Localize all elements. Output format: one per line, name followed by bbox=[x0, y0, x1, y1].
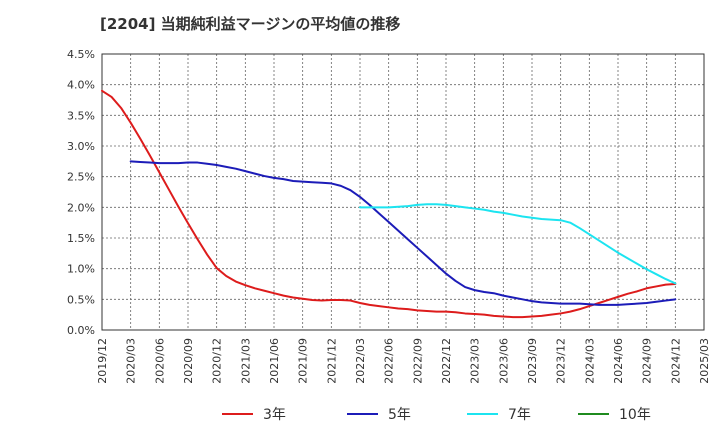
y-tick-label: 4.5% bbox=[67, 48, 95, 61]
legend-label: 7年 bbox=[508, 407, 531, 423]
x-tick-label: 2025/03 bbox=[698, 338, 711, 384]
x-tick-label: 2022/06 bbox=[383, 338, 396, 384]
y-tick-label: 2.5% bbox=[67, 171, 95, 184]
series-line bbox=[359, 203, 677, 285]
chart-title: [2204] 当期純利益マージンの平均値の推移 bbox=[100, 15, 401, 33]
x-tick-label: 2020/06 bbox=[153, 338, 166, 384]
x-tick-label: 2024/06 bbox=[612, 338, 625, 384]
grid-layer bbox=[102, 53, 704, 330]
legend-label: 10年 bbox=[619, 407, 651, 423]
legend-label: 3年 bbox=[263, 407, 286, 423]
x-tick-label: 2024/12 bbox=[669, 338, 682, 384]
series-layer bbox=[101, 89, 677, 319]
x-tick-label: 2020/12 bbox=[211, 338, 224, 384]
x-tick-label: 2019/12 bbox=[96, 338, 109, 384]
series-line bbox=[129, 160, 677, 306]
y-tick-label: 0.0% bbox=[67, 324, 95, 337]
y-tick-label: 0.5% bbox=[67, 293, 95, 306]
x-tick-label: 2021/12 bbox=[325, 338, 338, 384]
x-tick-label: 2020/09 bbox=[182, 338, 195, 384]
x-tick-label: 2022/03 bbox=[354, 338, 367, 384]
x-tick-label: 2022/12 bbox=[440, 338, 453, 384]
x-tick-label: 2023/09 bbox=[526, 338, 539, 384]
y-tick-label: 1.0% bbox=[67, 263, 95, 276]
x-tick-label: 2021/06 bbox=[268, 338, 281, 384]
series-line bbox=[101, 89, 677, 319]
x-tick-label: 2022/09 bbox=[411, 338, 424, 384]
axis-layer: 0.0% 0.5% 1.0% 1.5% 2.0% 2.5% 3.0% 3.5% 4.0% 4.5%… bbox=[67, 48, 711, 384]
x-tick-label: 2020/03 bbox=[125, 338, 138, 384]
y-tick-label: 3.5% bbox=[67, 109, 95, 122]
y-tick-label: 3.0% bbox=[67, 140, 95, 153]
x-tick-label: 2024/09 bbox=[641, 338, 654, 384]
x-tick-label: 2021/03 bbox=[239, 338, 252, 384]
x-tick-label: 2023/12 bbox=[555, 338, 568, 384]
x-tick-label: 2023/03 bbox=[469, 338, 482, 384]
y-tick-label: 2.0% bbox=[67, 201, 95, 214]
x-tick-label: 2023/06 bbox=[497, 338, 510, 384]
x-tick-label: 2021/09 bbox=[297, 338, 310, 384]
y-tick-label: 4.0% bbox=[67, 79, 95, 92]
legend-label: 5年 bbox=[388, 407, 411, 423]
plot-frame bbox=[101, 53, 705, 331]
x-tick-label: 2024/03 bbox=[583, 338, 596, 384]
y-tick-label: 1.5% bbox=[67, 232, 95, 245]
legend: 3年 5年 7年 10年 bbox=[222, 407, 651, 423]
